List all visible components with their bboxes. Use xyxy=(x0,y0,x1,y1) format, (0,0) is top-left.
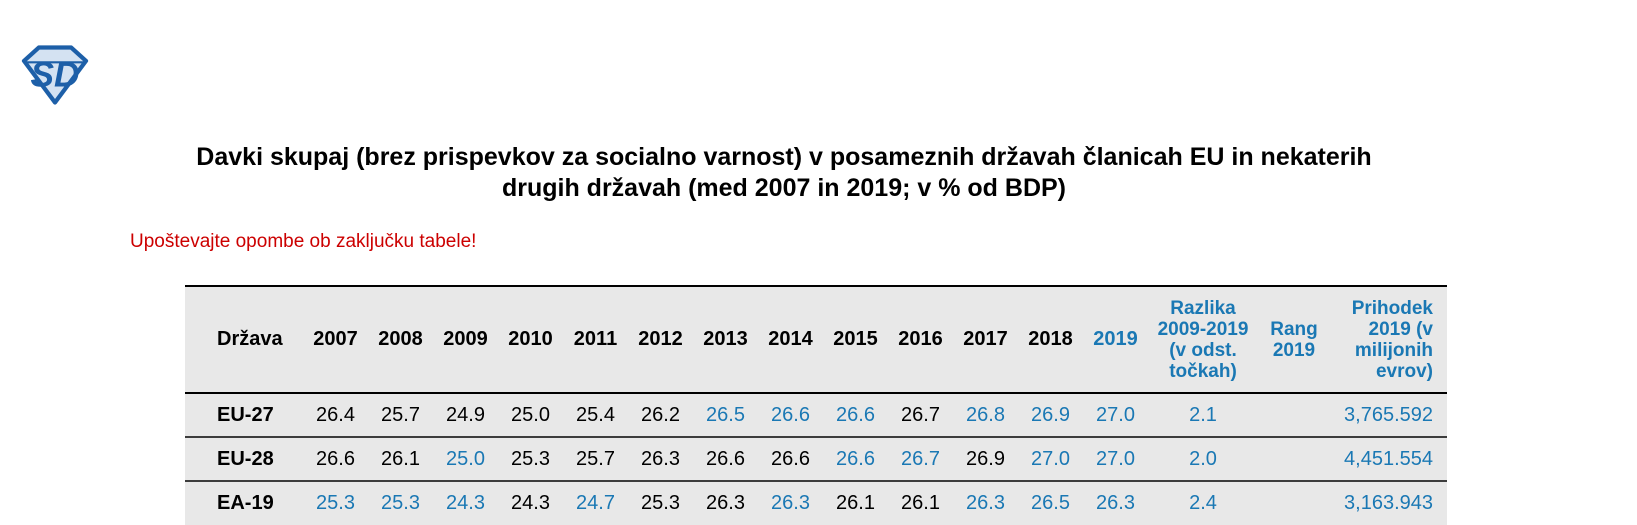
cell-year-2016: 26.7 xyxy=(901,403,940,426)
cell-year-2013: 26.6 xyxy=(693,436,758,481)
cell-year-2019: 27.0 xyxy=(1096,403,1135,426)
diamond-icon: SD xyxy=(21,45,89,105)
header-year-2012: 2012 xyxy=(628,286,693,394)
cell-year-2015: 26.6 xyxy=(836,403,875,426)
cell-year-2007: 25.3 xyxy=(303,480,368,525)
cell-year-2019: 27.0 xyxy=(1083,436,1148,481)
cell-country: EU-27 xyxy=(217,403,274,426)
header-year-2015: 2015 xyxy=(823,286,888,394)
cell-year-2008: 25.3 xyxy=(368,480,433,525)
cell-year-2012: 26.2 xyxy=(641,403,680,426)
cell-year-2010: 24.3 xyxy=(498,480,563,525)
cell-year-2011: 25.4 xyxy=(576,403,615,426)
stat-diamond-logo: SD xyxy=(18,44,92,106)
table-head: Država 2007 2008 2009 2010 2011 2012 2013 2014 2… xyxy=(185,286,1447,394)
cell-prihodek: 4,451.554 xyxy=(1330,436,1447,481)
header-razlika: Razlika 2009-2019 (v odst. točkah) xyxy=(1148,286,1258,394)
header-year-2007: 2007 xyxy=(303,286,368,394)
cell-year-2012: 26.3 xyxy=(628,436,693,481)
cell-year-2016: 26.7 xyxy=(888,436,953,481)
header-year-2014: 2014 xyxy=(758,286,823,394)
header-year-2013: 2013 xyxy=(693,286,758,394)
footnote-warning: Upoštevajte opombe ob zaključku tabele! xyxy=(130,231,477,252)
cell-razlika: 2.1 xyxy=(1189,403,1217,426)
cell-year-2018: 27.0 xyxy=(1018,436,1083,481)
cell-rang xyxy=(1258,393,1330,437)
header-country: Država xyxy=(185,286,303,394)
header-year-2010: 2010 xyxy=(498,286,563,394)
cell-year-2014: 26.3 xyxy=(758,480,823,525)
cell-year-2009: 24.3 xyxy=(433,480,498,525)
cell-year-2017: 26.3 xyxy=(953,480,1018,525)
cell-razlika: 2.0 xyxy=(1148,436,1258,481)
cell-year-2007: 26.6 xyxy=(303,436,368,481)
cell-prihodek: 3,765.592 xyxy=(1344,403,1433,426)
cell-year-2014: 26.6 xyxy=(758,436,823,481)
page-title-line2: drugih državah (med 2007 in 2019; v % od… xyxy=(501,174,1067,202)
cell-country: EU-28 xyxy=(185,436,303,481)
table-row-eu-27: EU-27 26.4 25.7 24.9 25.0 25.4 26.2 26.5 26.6 26.… xyxy=(185,393,1447,437)
cell-rang xyxy=(1258,480,1330,525)
cell-year-2010: 25.0 xyxy=(511,403,550,426)
cell-year-2013: 26.5 xyxy=(706,403,745,426)
cell-year-2015: 26.6 xyxy=(823,436,888,481)
header-year-2017: 2017 xyxy=(953,286,1018,394)
cell-year-2017: 26.9 xyxy=(953,436,1018,481)
cell-year-2008: 25.7 xyxy=(381,403,420,426)
cell-year-2019: 26.3 xyxy=(1083,480,1148,525)
header-rang: Rang 2019 xyxy=(1258,286,1330,394)
header-year-2009: 2009 xyxy=(433,286,498,394)
cell-year-2009: 25.0 xyxy=(433,436,498,481)
logo-letters: SD xyxy=(31,55,80,94)
cell-year-2007: 26.4 xyxy=(316,403,355,426)
cell-year-2018: 26.5 xyxy=(1018,480,1083,525)
cell-year-2012: 25.3 xyxy=(628,480,693,525)
cell-year-2015: 26.1 xyxy=(823,480,888,525)
table-row-eu-28: EU-28 26.6 26.1 25.0 25.3 25.7 26.3 26.6 26.6 26.… xyxy=(185,436,1447,481)
table-row-ea-19: EA-19 25.3 25.3 24.3 24.3 24.7 25.3 26.3 26.3 26.… xyxy=(185,480,1447,525)
cell-year-2011: 25.7 xyxy=(563,436,628,481)
cell-year-2010: 25.3 xyxy=(498,436,563,481)
header-prihodek: Prihodek 2019 (v milijonih evrov) xyxy=(1330,286,1447,394)
cell-prihodek: 3,163.943 xyxy=(1330,480,1447,525)
cell-year-2016: 26.1 xyxy=(888,480,953,525)
tax-table-container: Država 2007 2008 2009 2010 2011 2012 2013 2014 2… xyxy=(185,285,1447,525)
cell-year-2014: 26.6 xyxy=(771,403,810,426)
header-year-2011: 2011 xyxy=(563,286,628,394)
header-year-2019: 2019 xyxy=(1083,286,1148,394)
tax-table: Država 2007 2008 2009 2010 2011 2012 2013 2014 2… xyxy=(185,285,1447,525)
page-title-line1: Davki skupaj (brez prispevkov za socialn… xyxy=(196,143,1372,171)
header-row: Država 2007 2008 2009 2010 2011 2012 2013 2014 2… xyxy=(185,286,1447,394)
header-year-2018: 2018 xyxy=(1018,286,1083,394)
cell-country: EA-19 xyxy=(185,480,303,525)
header-year-2016: 2016 xyxy=(888,286,953,394)
cell-year-2009: 24.9 xyxy=(446,403,485,426)
cell-year-2011: 24.7 xyxy=(563,480,628,525)
header-year-2008: 2008 xyxy=(368,286,433,394)
cell-razlika: 2.4 xyxy=(1148,480,1258,525)
table-body: EU-27 26.4 25.7 24.9 25.0 25.4 26.2 26.5 26.6 26.… xyxy=(185,393,1447,525)
cell-year-2018: 26.9 xyxy=(1031,403,1070,426)
cell-year-2013: 26.3 xyxy=(693,480,758,525)
page-title: Davki skupaj (brez prispevkov za socialn… xyxy=(130,142,1438,204)
cell-rang xyxy=(1258,436,1330,481)
cell-year-2008: 26.1 xyxy=(368,436,433,481)
cell-year-2017: 26.8 xyxy=(966,403,1005,426)
